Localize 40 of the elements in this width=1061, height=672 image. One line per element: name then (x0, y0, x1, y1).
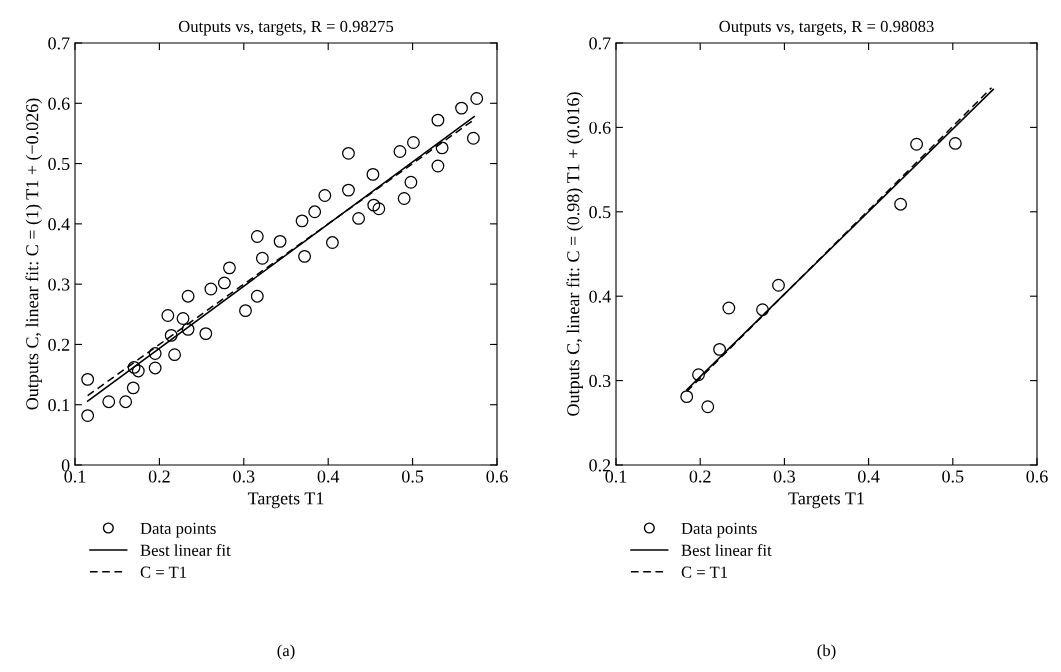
x-tick-label: 0.2 (148, 470, 170, 483)
x-tick-label: 0.5 (402, 470, 424, 483)
y-tick-label: 0.7 (589, 37, 611, 50)
x-tick-label: 0.3 (773, 470, 795, 483)
x-tick-label: 0.1 (64, 470, 86, 483)
y-tick-label: 0.5 (589, 206, 611, 219)
y-axis-title: Outputs C, linear fit: C = (1) T1 + (−0.026) (25, 98, 43, 410)
y-tick-label: 0.3 (48, 278, 70, 291)
x-tick-label: 0.6 (486, 470, 508, 483)
y-tick-label: 0 (61, 459, 70, 472)
legend-label: C = T1 (681, 566, 728, 578)
legend-label: Data points (681, 522, 757, 538)
legend-label: C = T1 (140, 566, 187, 578)
y-tick-label: 0.1 (48, 398, 70, 412)
y-tick-label: 0.3 (589, 374, 611, 388)
x-tick-label: 0.3 (233, 470, 255, 483)
chart-title: Outputs vs, targets, R = 0.98083 (719, 20, 934, 36)
legend-label: Data points (140, 522, 216, 538)
y-tick-label: 0.2 (48, 338, 70, 351)
y-tick-label: 0.6 (48, 97, 70, 110)
x-tick-label: 0.2 (689, 470, 711, 483)
y-tick-label: 0.5 (48, 157, 70, 171)
y-tick-label: 0.6 (589, 121, 611, 134)
y-tick-label: 0.4 (48, 218, 70, 231)
x-tick-label: 0.4 (858, 470, 880, 483)
x-tick-label: 0.1 (605, 470, 627, 483)
y-tick-label: 0.4 (589, 290, 611, 303)
legend-label: Best linear fit (140, 544, 231, 556)
legend-label: Best linear fit (681, 544, 772, 556)
text: (a) (277, 644, 295, 660)
x-tick-label: 0.6 (1026, 470, 1048, 483)
x-tick-label: 0.4 (317, 470, 340, 483)
y-tick-label: 0.2 (589, 459, 611, 472)
x-axis-title: Targets T1 (247, 492, 324, 509)
chart-title: Outputs vs, targets, R = 0.98275 (178, 20, 394, 36)
x-tick-label: 0.5 (942, 470, 964, 483)
y-tick-label: 0.7 (48, 37, 70, 50)
x-axis-title: Targets T1 (788, 492, 864, 509)
text: (b) (817, 644, 836, 660)
y-axis-title: Outputs C, linear fit: C = (0.98) T1 + (0.016) (566, 92, 584, 416)
